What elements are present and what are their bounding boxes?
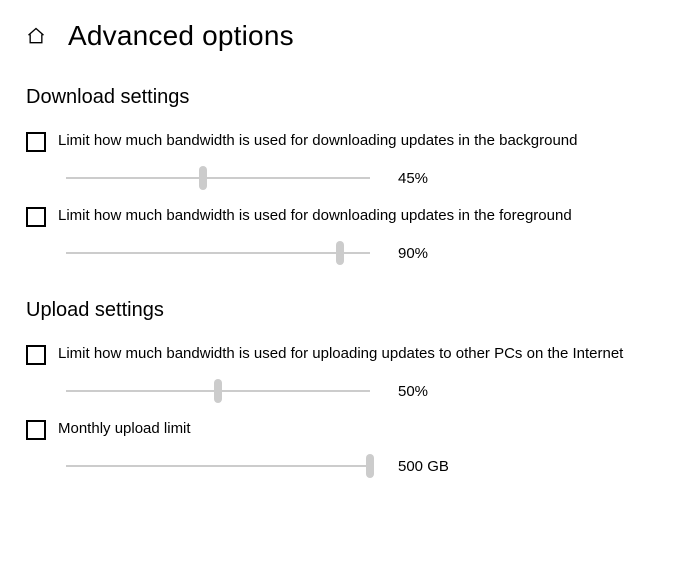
download-bg-slider[interactable] [66,166,370,190]
download-bg-label: Limit how much bandwidth is used for dow… [58,131,578,151]
download-section-title: Download settings [26,86,654,109]
monthly-upload-slider[interactable] [66,454,370,478]
download-fg-label: Limit how much bandwidth is used for dow… [58,206,572,226]
upload-limit-value: 50% [398,383,428,400]
upload-section-title: Upload settings [26,299,654,322]
download-bg-value: 45% [398,170,428,187]
upload-settings-section: Upload settings Limit how much bandwidth… [26,299,654,478]
download-settings-section: Download settings Limit how much bandwid… [26,86,654,265]
download-bg-checkbox[interactable] [26,132,46,152]
upload-limit-slider[interactable] [66,379,370,403]
upload-limit-setting: Limit how much bandwidth is used for upl… [26,344,654,403]
monthly-upload-label: Monthly upload limit [58,419,191,439]
download-fg-value: 90% [398,245,428,262]
monthly-upload-checkbox[interactable] [26,420,46,440]
monthly-upload-setting: Monthly upload limit 500 GB [26,419,654,478]
home-icon[interactable] [26,26,46,46]
monthly-upload-value: 500 GB [398,458,449,475]
upload-limit-label: Limit how much bandwidth is used for upl… [58,344,623,364]
upload-limit-checkbox[interactable] [26,345,46,365]
download-fg-slider[interactable] [66,241,370,265]
download-fg-checkbox[interactable] [26,207,46,227]
page-title: Advanced options [68,20,294,52]
download-background-setting: Limit how much bandwidth is used for dow… [26,131,654,190]
download-foreground-setting: Limit how much bandwidth is used for dow… [26,206,654,265]
